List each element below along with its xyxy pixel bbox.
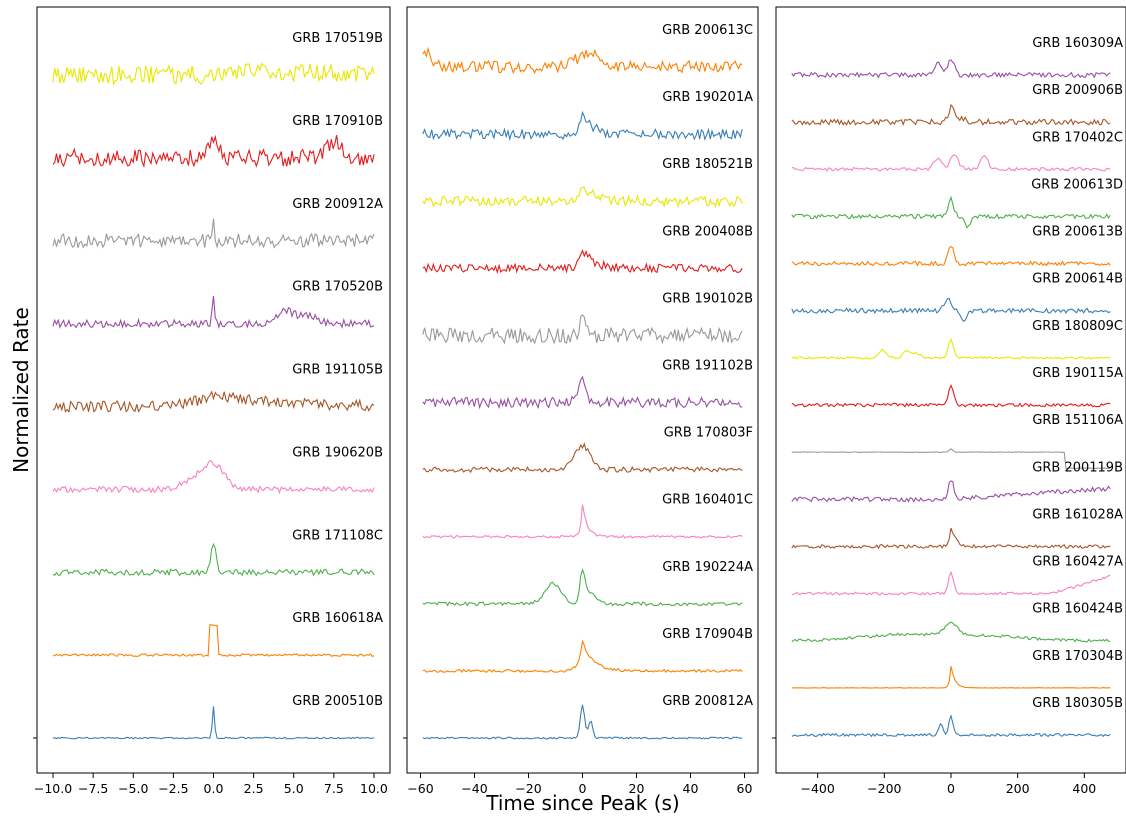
series-line [791,480,1111,503]
series-label: GRB 190224A [662,560,753,575]
series-label: GRB 160427A [1032,555,1123,570]
series-line [52,390,375,413]
series-line [422,375,743,410]
series-label: GRB 180305B [1032,696,1123,711]
series-line [422,567,743,607]
x-tick-label: 400 [1072,781,1096,796]
series-label: GRB 170904B [662,627,753,642]
series-label: GRB 180521B [662,157,753,172]
series-line [422,248,743,275]
x-tick-label: −40 [461,781,487,796]
series-line [422,110,743,142]
series-label: GRB 190620B [292,445,383,460]
series-label: GRB 170402C [1032,130,1123,145]
series-line [52,134,375,169]
x-tick-label: −20 [515,781,541,796]
series-label: GRB 170304B [1032,649,1123,664]
series-line [791,245,1111,267]
series-line [52,624,375,658]
series-label: GRB 170519B [292,31,383,46]
series-label: GRB 191102B [662,359,753,374]
x-tick-label: 0 [579,781,587,796]
series-line [52,62,375,87]
x-tick-label: 20 [629,781,645,796]
x-tick-label: −200 [867,781,901,796]
x-tick-label: −400 [800,781,834,796]
series-label: GRB 180809C [1032,319,1123,334]
series-line [422,442,743,474]
series-line [52,542,375,577]
series-line [422,314,743,345]
x-tick-label: 40 [683,781,699,796]
figure-xlabel: Time since Peak (s) [485,791,680,815]
series-line [791,103,1111,126]
x-tick-label: 2.5 [244,781,264,796]
series-line [52,706,375,740]
series-line [791,384,1111,408]
series-label: GRB 151106A [1032,413,1123,428]
series-line [422,504,743,539]
series-label: GRB 170910B [292,114,383,129]
x-tick-label: −10.0 [34,781,72,796]
series-label: GRB 200119B [1032,460,1123,475]
series-label: GRB 190115A [1032,366,1123,381]
series-line [791,714,1111,738]
series-label: GRB 191105B [292,363,383,378]
panel-frame [406,6,759,774]
series-line [52,296,375,330]
series-line [422,639,743,674]
series-line [791,59,1111,79]
x-tick-label: 5.0 [284,781,304,796]
series-label: GRB 200614B [1032,272,1123,287]
series-label: GRB 200408B [662,224,753,239]
series-label: GRB 190201A [662,90,753,105]
series-line [422,46,743,75]
right-panel: −400 −200 0 200 400 GRB 160309A GRB 200906B GRB… [772,6,1126,796]
series-line [791,570,1111,596]
x-tick-label: −60 [407,781,433,796]
x-tick-label: 60 [737,781,753,796]
series-line [791,448,1111,469]
series-label: GRB 160424B [1032,602,1123,617]
series-line [422,704,743,740]
x-tick-label: −7.5 [78,781,108,796]
series-label: GRB 171108C [292,528,383,543]
x-tick-label: 200 [1006,781,1030,796]
series-label: GRB 160618A [292,611,383,626]
series-label: GRB 161028A [1032,507,1123,522]
series-line [791,337,1111,360]
middle-panel: −60 −40 −20 0 20 40 60 GRB 200613C GRB 190201A GR… [403,6,759,796]
series-line [791,666,1111,689]
figure-ylabel: Normalized Rate [9,307,33,473]
series-line [422,186,743,209]
series-line [52,218,375,249]
x-tick-label: 0 [947,781,955,796]
series-label: GRB 200912A [292,197,383,212]
x-tick-label: −5.0 [118,781,148,796]
series-label: GRB 160309A [1032,36,1123,51]
series-label: GRB 190102B [662,291,753,306]
series-label: GRB 200613D [1031,177,1123,192]
x-tick-label: 10.0 [360,781,388,796]
series-label: GRB 200510B [292,694,383,709]
series-line [791,621,1111,643]
series-line [791,195,1111,229]
series-line [52,459,375,494]
series-label: GRB 200812A [662,694,753,709]
series-line [791,527,1111,550]
x-tick-label: 7.5 [324,781,344,796]
series-line [791,297,1111,323]
series-label: GRB 200613B [1032,225,1123,240]
series-line [791,154,1111,172]
left-panel: −10.0 −7.5 −5.0 −2.5 0.0 2.5 5.0 7.5 10.0 GRB 170… [33,6,391,796]
x-tick-label: −2.5 [158,781,188,796]
series-label: GRB 200613C [662,23,753,38]
x-tick-label: 0.0 [204,781,224,796]
series-label: GRB 160401C [662,493,753,508]
series-label: GRB 170520B [292,280,383,295]
series-label: GRB 200906B [1032,83,1123,98]
series-label: GRB 170803F [664,426,753,441]
